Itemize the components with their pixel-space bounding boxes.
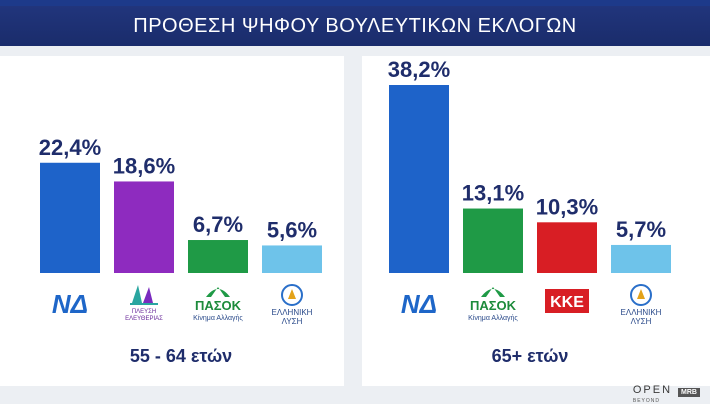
elliniki-lysi-logo-text-2: ΛΥΣΗ <box>282 317 303 326</box>
pasok-logo-text: ΠΑΣΟΚ <box>470 298 517 313</box>
bar-pasok <box>188 240 248 273</box>
data-label: 22,4% <box>39 135 101 160</box>
bar-nd <box>40 162 100 273</box>
broadcaster-brand: OPEN BEYOND MRB <box>633 384 700 404</box>
bar-nd <box>389 85 449 273</box>
bar-elliniki-lysi <box>611 244 671 273</box>
panel-55-64: 22,4% ΝΔ 18,6% ΠΛΕΥΣΗ ΕΛΕΥΘΕΡΙΑΣ 6,7% ΠΑΣΟΚ Κίν… <box>0 56 344 386</box>
pasok-logo-text: ΠΑΣΟΚ <box>195 298 242 313</box>
data-label: 6,7% <box>193 212 243 237</box>
open-logo: OPEN BEYOND <box>633 380 672 404</box>
pasok-logo-subtext: Κίνημα Αλλαγής <box>468 314 518 322</box>
data-label: 18,6% <box>113 153 175 178</box>
kke-logo-text: ΚΚΕ <box>550 294 584 311</box>
elliniki-lysi-logo-text-1: ΕΛΛΗΝΙΚΗ <box>621 308 662 317</box>
panel-65-plus: 38,2% ΝΔ 13,1% ΠΑΣΟΚ Κίνημα Αλλαγής 10,3% ΚΚΕ 5… <box>362 56 710 386</box>
elliniki-lysi-logo-text-1: ΕΛΛΗΝΙΚΗ <box>272 308 313 317</box>
data-label: 10,3% <box>536 194 598 219</box>
nd-logo-icon: ΝΔ <box>52 289 88 319</box>
age-group-label: 55 - 64 ετών <box>130 346 232 366</box>
mrb-logo: MRB <box>678 387 700 397</box>
bar-plefsi <box>114 181 174 273</box>
bar-pasok <box>463 208 523 273</box>
age-group-label: 65+ ετών <box>492 346 569 366</box>
data-label: 38,2% <box>388 57 450 82</box>
kke-logo-icon: ΚΚΕ <box>545 289 589 313</box>
bar-kke <box>537 222 597 273</box>
open-logo-subtext: BEYOND <box>632 398 660 404</box>
pasok-logo-subtext: Κίνημα Αλλαγής <box>193 314 243 322</box>
data-label: 13,1% <box>462 181 524 206</box>
data-label: 5,7% <box>616 217 666 242</box>
nd-logo-icon: ΝΔ <box>401 289 437 319</box>
elliniki-lysi-logo-text-2: ΛΥΣΗ <box>631 317 652 326</box>
open-logo-text: OPEN <box>632 384 673 396</box>
plefsi-logo-text-2: ΕΛΕΥΘΕΡΙΑΣ <box>125 316 163 322</box>
top-accent-strip <box>0 0 710 6</box>
bar-elliniki-lysi <box>262 245 322 273</box>
data-label: 5,6% <box>267 217 317 242</box>
plefsi-logo-text-1: ΠΛΕΥΣΗ <box>132 309 156 315</box>
chart-title: ΠΡΟΘΕΣΗ ΨΗΦΟΥ ΒΟΥΛΕΥΤΙΚΩΝ ΕΚΛΟΓΩΝ <box>0 6 710 46</box>
